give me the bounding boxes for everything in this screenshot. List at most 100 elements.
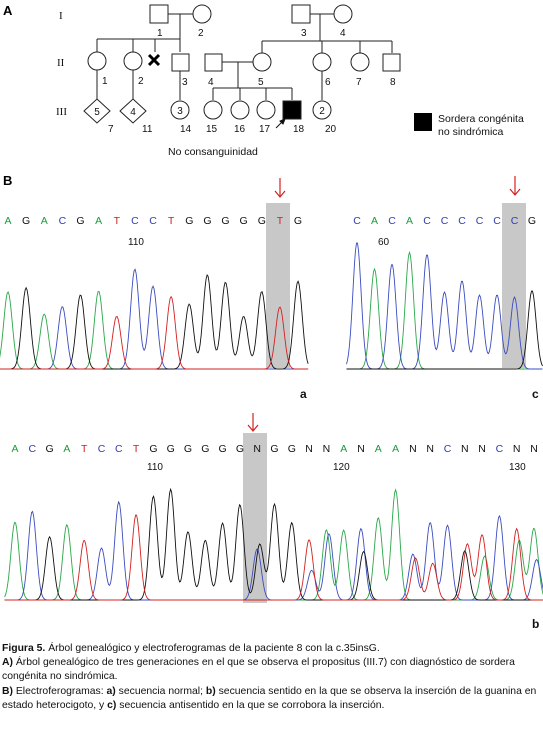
inner-num-3: 3 <box>177 106 183 117</box>
base-c-1: A <box>371 215 378 227</box>
base-a-10: G <box>185 215 193 227</box>
figure-caption: Figura 5. Árbol genealógico y electrofer… <box>2 642 541 713</box>
pedigree-female-III17 <box>256 100 276 120</box>
id-III11: 11 <box>142 124 153 135</box>
caption-title: Figura 5. Árbol genealógico y electrofer… <box>2 642 541 656</box>
pedigree-female-III20 <box>312 100 332 120</box>
base-a-7: C <box>131 215 139 227</box>
trace-b-T <box>4 514 543 601</box>
legend-affected-swatch <box>414 113 432 131</box>
caption-title-bold: Figura 5. <box>2 643 46 654</box>
highlight-bar-a <box>266 203 290 368</box>
base-b-30: N <box>530 443 538 455</box>
caption-b-a-text: secuencia normal; <box>115 685 206 697</box>
caption-a-text: Árbol genealógico de tres generaciones e… <box>2 657 515 683</box>
electropherogram-trace-c <box>346 242 543 370</box>
base-b-22: A <box>392 443 399 455</box>
base-b-23: N <box>409 443 417 455</box>
trace-c-C <box>346 242 543 370</box>
base-a-16: G <box>294 215 302 227</box>
position-label-b-130: 130 <box>509 462 526 473</box>
base-b-28: C <box>496 443 504 455</box>
base-b-26: N <box>461 443 469 455</box>
base-a-0: A <box>4 215 11 227</box>
panel-b-label: B <box>3 173 12 188</box>
pedigree-female-III14 <box>170 100 190 120</box>
base-b-27: N <box>478 443 486 455</box>
id-I4: 4 <box>340 28 346 39</box>
pedigree-male-II4 <box>204 53 223 72</box>
base-b-21: A <box>375 443 382 455</box>
caption-b-bold: B) <box>2 685 13 697</box>
pedigree-female-II7 <box>350 52 370 72</box>
pedigree-note: No consanguinidad <box>168 146 258 158</box>
pedigree-female-III15 <box>203 100 223 120</box>
base-a-11: G <box>203 215 211 227</box>
position-label-a: 110 <box>128 237 144 248</box>
pedigree-affected-male-III18 <box>282 100 302 120</box>
pedigree-male-I3 <box>291 4 311 24</box>
id-III18: 18 <box>293 124 305 135</box>
id-II7: 7 <box>356 77 362 88</box>
base-b-16: G <box>288 443 296 455</box>
base-b-10: G <box>184 443 192 455</box>
mutation-arrow-a-icon <box>274 178 286 198</box>
pedigree-female-I2 <box>192 4 212 24</box>
base-b-5: C <box>98 443 106 455</box>
generation-label-3: III <box>56 106 67 118</box>
base-b-18: N <box>323 443 331 455</box>
trace-b-G <box>4 487 543 601</box>
base-b-11: G <box>201 443 209 455</box>
subpanel-letter-a: a <box>300 387 307 401</box>
id-III7: 7 <box>108 124 114 135</box>
generation-labels: I II III <box>56 10 67 118</box>
base-b-0: A <box>11 443 18 455</box>
pedigree-male-II8 <box>382 53 401 72</box>
subpanel-letter-b: b <box>532 617 539 631</box>
base-b-3: A <box>63 443 70 455</box>
base-a-2: A <box>41 215 48 227</box>
base-c-9: C <box>511 215 519 227</box>
id-II3: 3 <box>182 77 188 88</box>
trace-c-G <box>346 290 543 370</box>
pedigree-inner-numbers: 5 4 3 2 <box>94 106 325 118</box>
caption-b-b-text: secuencia sentido en la que se observa l… <box>2 685 537 711</box>
pedigree-diamond-III7 <box>83 98 111 124</box>
id-III20: 20 <box>325 124 337 135</box>
base-b-8: G <box>149 443 157 455</box>
id-II6: 6 <box>325 77 331 88</box>
base-a-5: A <box>95 215 102 227</box>
caption-b-a-bold: a) <box>106 685 116 697</box>
base-a-8: C <box>149 215 157 227</box>
legend-line-2: no sindrómica <box>438 126 504 138</box>
subpanel-letter-c: c <box>532 387 539 401</box>
base-c-6: C <box>458 215 466 227</box>
caption-b-b-bold: b) <box>205 685 216 697</box>
electropherogram-trace-b <box>4 487 543 601</box>
id-III15: 15 <box>206 124 218 135</box>
base-b-1: C <box>29 443 37 455</box>
base-a-6: T <box>114 215 121 227</box>
id-II2: 2 <box>138 76 144 87</box>
generation-label-1: I <box>59 10 63 22</box>
base-b-13: G <box>236 443 244 455</box>
base-b-7: T <box>133 443 140 455</box>
inner-num-2: 2 <box>319 106 325 117</box>
base-c-2: C <box>388 215 396 227</box>
caption-b-c-text: secuencia antisentido en la que se corro… <box>116 699 385 711</box>
base-c-0: C <box>353 215 361 227</box>
pedigree-id-labels: 1 2 3 4 1 2 3 4 5 6 7 8 7 11 14 15 16 17… <box>102 28 396 135</box>
base-a-15: T <box>277 215 284 227</box>
trace-a-T <box>0 295 309 370</box>
pedigree-tree <box>83 4 401 124</box>
id-III14: 14 <box>180 124 192 135</box>
base-a-3: C <box>59 215 67 227</box>
base-a-14: G <box>258 215 266 227</box>
base-b-19: A <box>340 443 347 455</box>
caption-b-text: Electroferogramas: <box>12 685 107 697</box>
base-b-25: C <box>444 443 452 455</box>
base-b-9: G <box>167 443 175 455</box>
base-b-4: T <box>81 443 88 455</box>
